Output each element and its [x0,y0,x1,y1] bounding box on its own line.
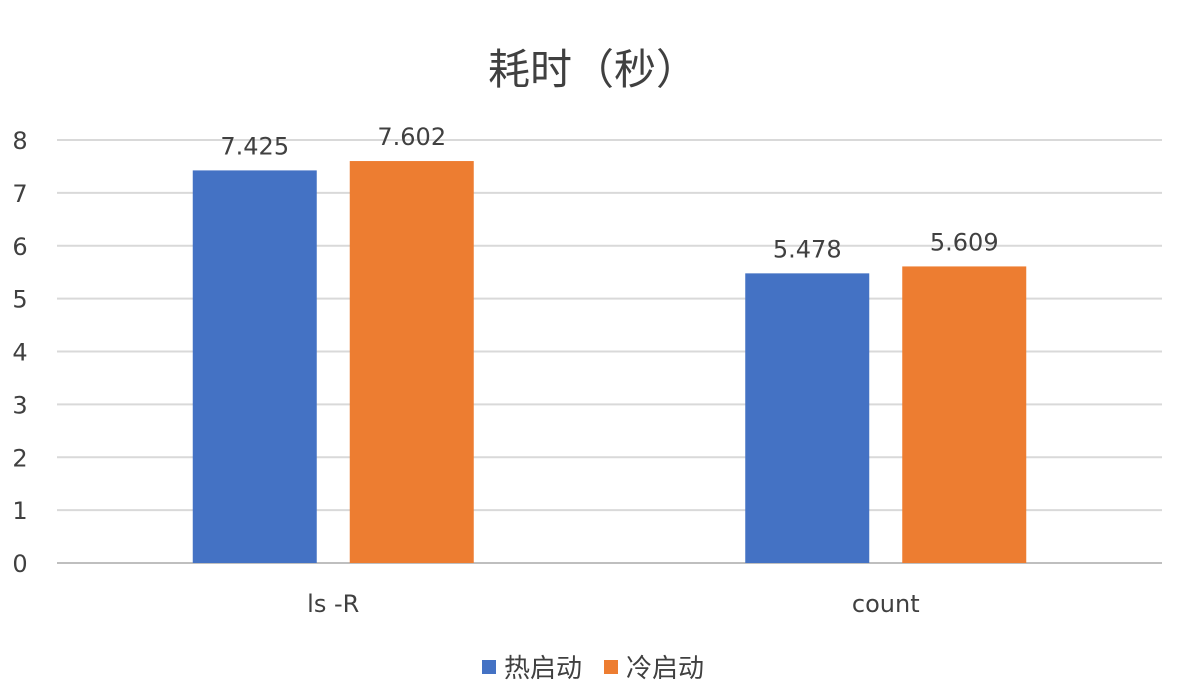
y-tick-label: 5 [12,286,27,314]
bar-1-1 [902,266,1027,563]
y-tick-label: 8 [12,127,27,155]
data-label-0-0: 7.425 [220,132,289,160]
legend-label-series-0: 热启动 [503,654,582,684]
chart-title: 耗时（秒） [487,45,698,94]
data-label-1-0: 7.602 [377,123,446,151]
y-tick-label: 4 [12,339,27,367]
y-tick-label: 2 [12,444,27,472]
legend: 热启动 冷启动 [0,648,1186,685]
data-labels: 7.425 7.602 5.478 5.609 [220,123,998,263]
x-tick-label: ls -R [307,590,359,618]
y-tick-label: 0 [12,550,27,578]
data-label-1-1: 5.609 [930,228,999,256]
legend-item-series-1: 冷启动 [604,648,704,685]
x-axis-ticks: ls -R count [307,590,919,618]
bar-0-1 [745,273,870,563]
bar-1-0 [349,161,474,563]
y-tick-label: 3 [12,391,27,419]
y-tick-label: 7 [12,180,27,208]
legend-item-series-0: 热启动 [481,648,582,685]
legend-swatch-series-0 [481,659,496,674]
bar-0-0 [192,170,317,563]
bars [192,161,1027,563]
data-label-0-1: 5.478 [773,235,842,263]
x-tick-label: count [852,590,920,618]
y-tick-label: 6 [12,233,27,261]
legend-swatch-series-1 [604,659,618,674]
y-axis-ticks: 0 1 2 3 4 5 6 7 8 [12,127,27,578]
y-tick-label: 1 [12,497,27,525]
legend-label-series-1: 冷启动 [626,654,705,684]
